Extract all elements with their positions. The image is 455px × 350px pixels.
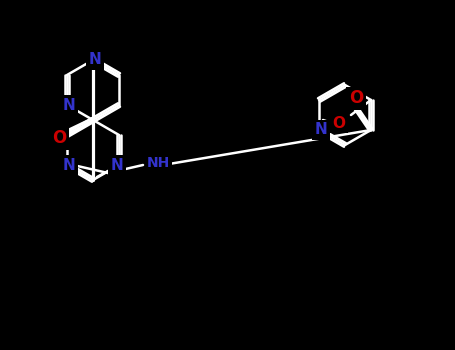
Text: O: O	[52, 129, 66, 147]
Text: O: O	[349, 89, 363, 107]
Text: N: N	[89, 52, 101, 68]
Text: N: N	[63, 98, 76, 112]
Text: O: O	[333, 116, 345, 131]
Text: N: N	[63, 158, 76, 173]
Text: N: N	[111, 158, 123, 173]
Text: N: N	[315, 122, 328, 138]
Text: NH: NH	[147, 156, 170, 170]
